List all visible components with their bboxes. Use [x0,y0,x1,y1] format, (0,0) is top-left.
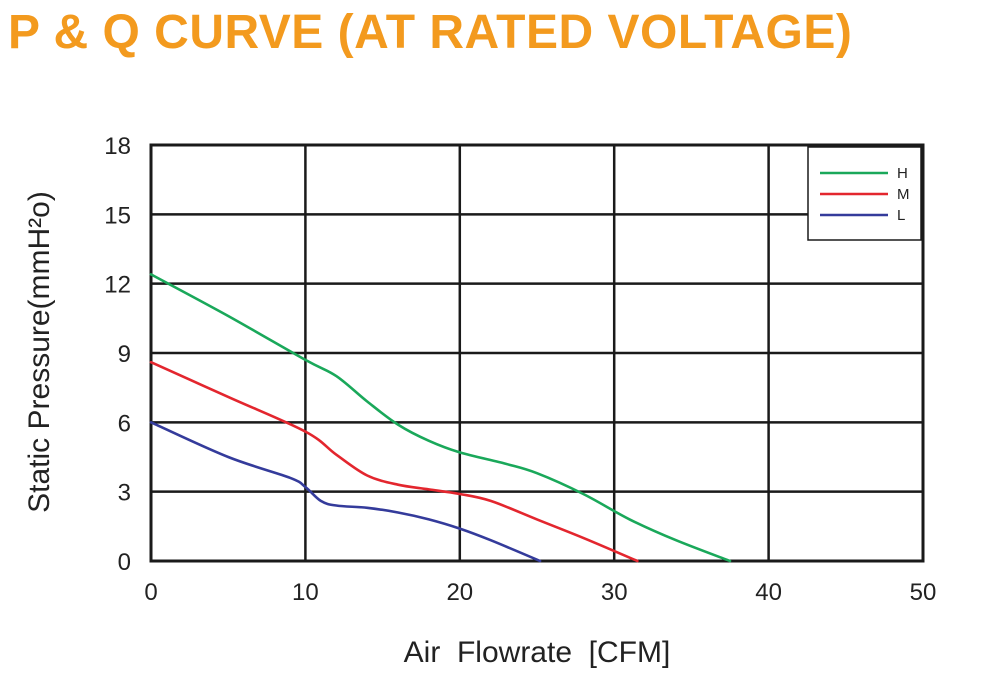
y-tick-label-12: 12 [104,272,131,299]
legend-label-l: L [897,207,905,224]
series-line-h [149,273,732,563]
x-tick-label-30: 30 [601,579,628,606]
x-tick-label-10: 10 [292,579,319,606]
y-tick-label-6: 6 [118,410,131,437]
y-axis-label: Static Pressure(mmH²o) [23,191,56,513]
legend-label-m: M [897,186,910,203]
legend: HML [807,146,922,241]
x-axis-label: Air Flowrate [CFM] [404,636,671,669]
y-tick-label-3: 3 [118,480,131,507]
x-tick-label-0: 0 [144,579,157,606]
x-tick-label-20: 20 [446,579,473,606]
series-line-m [149,360,639,563]
series-line-l [149,421,542,563]
y-tick-label-18: 18 [104,133,131,160]
chart-title: P & Q CURVE (AT RATED VOLTAGE) [8,6,853,59]
y-tick-label-0: 0 [118,549,131,576]
legend-label-h: H [897,165,908,182]
x-tick-label-50: 50 [910,579,937,606]
x-tick-label-40: 40 [755,579,782,606]
y-tick-label-15: 15 [104,202,131,229]
y-tick-label-9: 9 [118,341,131,368]
